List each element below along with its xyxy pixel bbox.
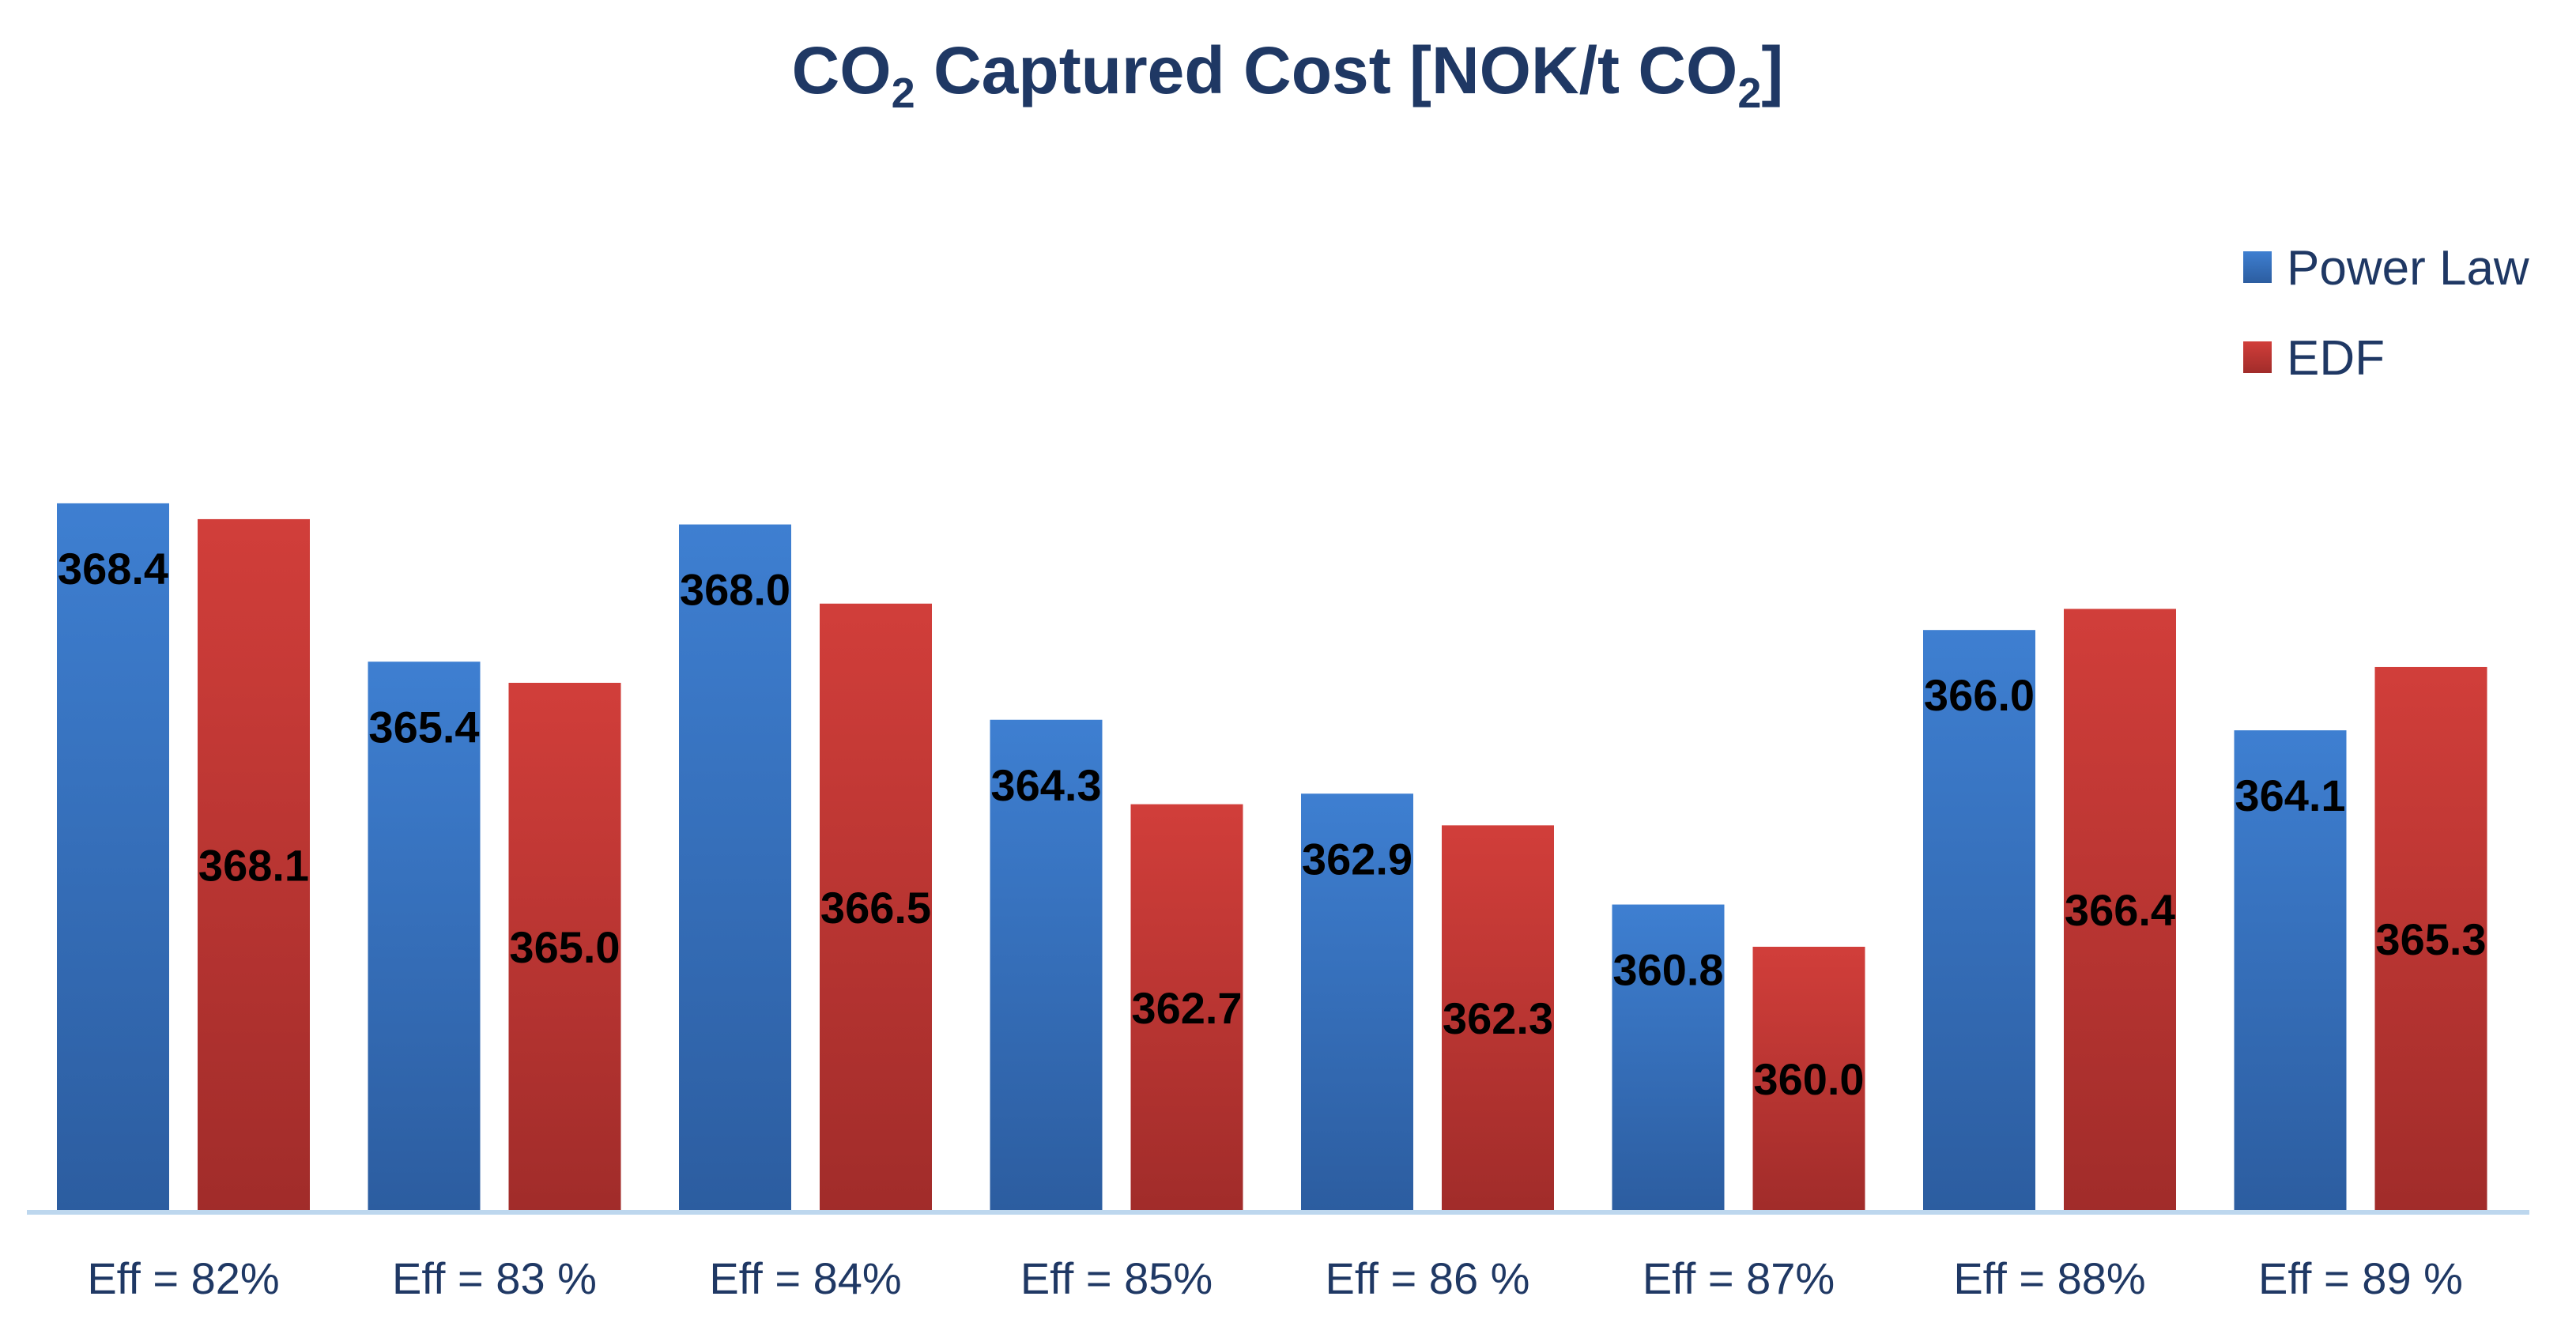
bar-edf-5 <box>1752 947 1865 1211</box>
category-label-4: Eff = 86 % <box>1326 1253 1530 1303</box>
legend-label-power-law: Power Law <box>2287 241 2529 296</box>
bar-power-law-0 <box>57 503 169 1211</box>
value-label-power-law-5: 360.8 <box>1612 945 1723 995</box>
bars-group <box>57 503 2487 1211</box>
chart-title-subscript-2: 2 <box>1737 70 1761 117</box>
bar-power-law-6 <box>1923 630 2035 1211</box>
value-label-power-law-3: 364.3 <box>990 760 1101 810</box>
category-label-7: Eff = 89 % <box>2258 1253 2463 1303</box>
chart-title-middle: Captured Cost [NOK/t CO <box>915 33 1738 107</box>
value-label-edf-3: 362.7 <box>1131 983 1242 1033</box>
category-label-5: Eff = 87% <box>1643 1253 1835 1303</box>
legend-swatch-power-law <box>2243 251 2272 283</box>
chart-title: CO2 Captured Cost [NOK/t CO2] <box>792 33 1784 117</box>
bar-edf-3 <box>1130 804 1243 1211</box>
bar-power-law-2 <box>679 524 791 1211</box>
value-label-edf-7: 365.3 <box>2375 914 2486 964</box>
value-label-edf-2: 366.5 <box>820 883 931 933</box>
value-label-power-law-7: 364.1 <box>2235 771 2345 820</box>
category-label-2: Eff = 84% <box>709 1253 901 1303</box>
bar-power-law-3 <box>990 719 1103 1211</box>
chart-title-prefix: CO <box>792 33 892 107</box>
bar-edf-2 <box>820 603 932 1211</box>
bar-edf-0 <box>198 518 310 1211</box>
legend-label-edf: EDF <box>2287 331 2385 386</box>
value-label-edf-1: 365.0 <box>509 922 620 972</box>
bar-power-law-7 <box>2234 730 2347 1211</box>
value-label-edf-4: 362.3 <box>1443 993 1553 1043</box>
value-label-edf-0: 368.1 <box>198 840 309 890</box>
value-label-power-law-4: 362.9 <box>1302 834 1412 884</box>
category-label-6: Eff = 88% <box>1953 1253 2145 1303</box>
category-label-1: Eff = 83 % <box>392 1253 597 1303</box>
bar-edf-1 <box>508 683 621 1211</box>
category-label-3: Eff = 85% <box>1020 1253 1213 1303</box>
legend-swatch-edf <box>2243 341 2272 373</box>
bar-edf-7 <box>2374 666 2487 1211</box>
value-label-edf-5: 360.0 <box>1753 1054 1864 1104</box>
chart-title-subscript-1: 2 <box>892 70 915 117</box>
value-label-power-law-1: 365.4 <box>368 702 479 752</box>
legend: Power Law EDF <box>2243 241 2529 386</box>
bar-power-law-4 <box>1301 793 1413 1211</box>
bar-edf-6 <box>2064 609 2176 1211</box>
bar-power-law-5 <box>1612 904 1725 1211</box>
value-label-edf-6: 366.4 <box>2065 885 2175 935</box>
value-label-power-law-2: 368.0 <box>680 565 790 615</box>
value-label-power-law-6: 366.0 <box>1924 670 2035 720</box>
chart-title-suffix: ] <box>1761 33 1783 107</box>
category-label-0: Eff = 82% <box>87 1253 279 1303</box>
bar-power-law-1 <box>368 661 481 1211</box>
category-labels-group: Eff = 82% Eff = 83 % Eff = 84% Eff = 85% Eff… <box>87 1253 2463 1303</box>
value-label-power-law-0: 368.4 <box>58 544 168 594</box>
value-labels-group: 368.4 368.1 365.4 365.0 368.0 366.5 364.3 362.7… <box>58 544 2487 1104</box>
bar-edf-4 <box>1442 825 1554 1211</box>
